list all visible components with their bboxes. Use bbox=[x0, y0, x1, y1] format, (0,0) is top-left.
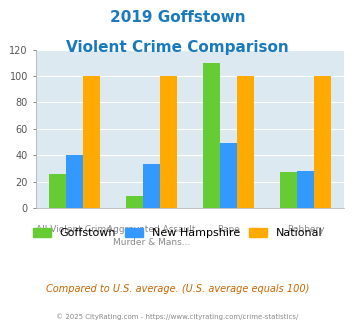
Bar bbox=[314, 76, 331, 208]
Text: Murder & Mans...: Murder & Mans... bbox=[113, 239, 190, 248]
Text: Violent Crime Comparison: Violent Crime Comparison bbox=[66, 40, 289, 54]
Text: Rape: Rape bbox=[217, 225, 240, 234]
Bar bbox=[143, 164, 160, 208]
Bar bbox=[220, 143, 237, 208]
Bar bbox=[237, 76, 254, 208]
Bar bbox=[66, 155, 83, 208]
Text: Aggravated Assault: Aggravated Assault bbox=[107, 225, 196, 234]
Bar bbox=[83, 76, 100, 208]
Text: 2019 Goffstown: 2019 Goffstown bbox=[110, 10, 245, 25]
Bar bbox=[280, 172, 297, 208]
Text: © 2025 CityRating.com - https://www.cityrating.com/crime-statistics/: © 2025 CityRating.com - https://www.city… bbox=[56, 314, 299, 320]
Text: All Violent Crime: All Violent Crime bbox=[36, 225, 112, 234]
Text: Compared to U.S. average. (U.S. average equals 100): Compared to U.S. average. (U.S. average … bbox=[46, 284, 309, 294]
Bar bbox=[49, 174, 66, 208]
Bar bbox=[297, 171, 314, 208]
Legend: Goffstown, New Hampshire, National: Goffstown, New Hampshire, National bbox=[28, 223, 327, 243]
Bar bbox=[160, 76, 177, 208]
Text: Robbery: Robbery bbox=[287, 225, 324, 234]
Bar bbox=[126, 196, 143, 208]
Bar bbox=[203, 63, 220, 208]
